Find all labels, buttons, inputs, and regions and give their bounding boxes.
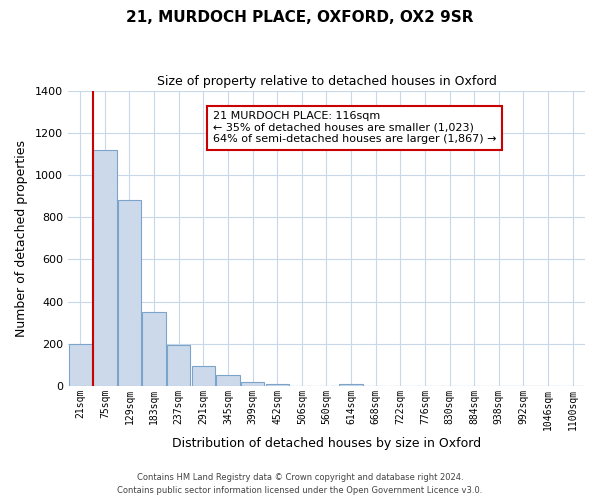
Bar (340, 384, 363, 386)
Bar (191, 366, 215, 386)
Text: Contains HM Land Registry data © Crown copyright and database right 2024.
Contai: Contains HM Land Registry data © Crown c… (118, 474, 482, 495)
Y-axis label: Number of detached properties: Number of detached properties (15, 140, 28, 337)
Text: 21 MURDOCH PLACE: 116sqm
← 35% of detached houses are smaller (1,023)
64% of sem: 21 MURDOCH PLACE: 116sqm ← 35% of detach… (213, 111, 496, 144)
Title: Size of property relative to detached houses in Oxford: Size of property relative to detached ho… (157, 75, 496, 88)
Bar (142, 312, 166, 386)
X-axis label: Distribution of detached houses by size in Oxford: Distribution of detached houses by size … (172, 437, 481, 450)
Text: 21, MURDOCH PLACE, OXFORD, OX2 9SR: 21, MURDOCH PLACE, OXFORD, OX2 9SR (126, 10, 474, 25)
Bar (68, 344, 92, 386)
Bar (241, 382, 264, 386)
Bar (266, 384, 289, 386)
Bar (118, 200, 141, 386)
Bar (167, 345, 190, 386)
Bar (93, 150, 116, 386)
Bar (216, 375, 239, 386)
